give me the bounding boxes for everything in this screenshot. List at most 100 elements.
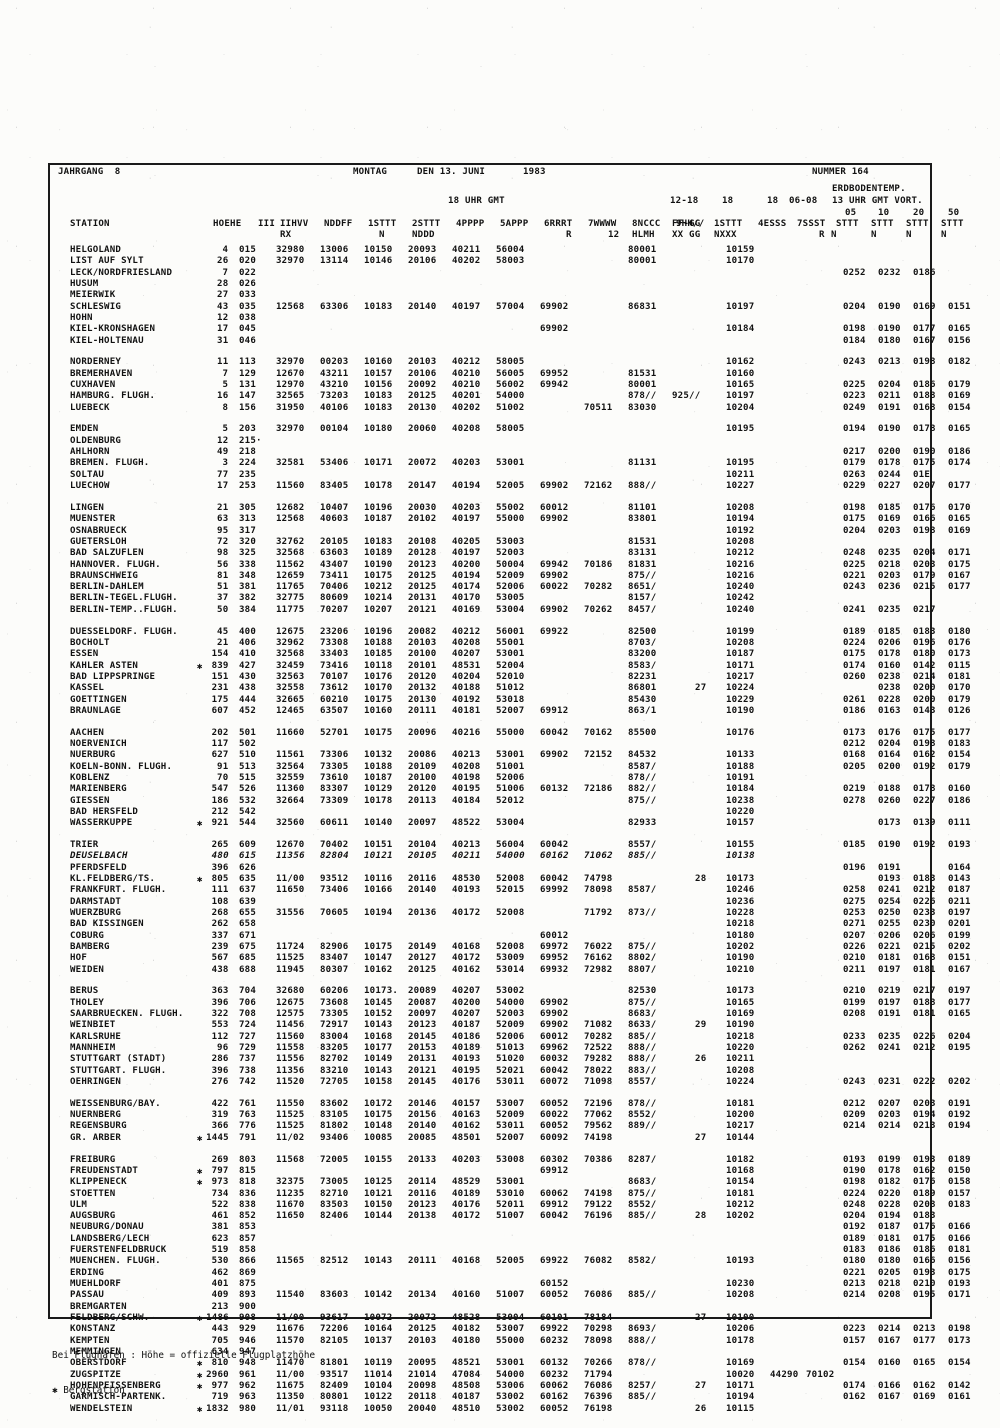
station-name: SOLTAU: [70, 469, 105, 480]
soil-temp-0: 0233: [843, 1031, 866, 1042]
g8nccc-value: 888//: [628, 1042, 657, 1053]
soil-temp-3: 0211: [948, 896, 971, 907]
g6rrrt-value: 60012: [540, 502, 569, 513]
r1sttt-value: 10181: [726, 1188, 755, 1199]
g8nccc-value: 80001: [628, 256, 657, 267]
r1sttt-value: 10193: [726, 1256, 755, 1267]
iihvv-value: 32559: [276, 772, 305, 783]
hoehe-value: 72: [217, 536, 229, 547]
hoehe-value: 70: [217, 772, 229, 783]
g1sttt-value: 10172: [364, 1098, 393, 1109]
soil-temp-0: 0204: [843, 301, 866, 312]
g7wwww-value: 76082: [584, 1256, 613, 1267]
hoehe-value: 839: [211, 660, 229, 671]
g2sttt-value: 20118: [408, 1392, 437, 1403]
iihvv-value: 32558: [276, 683, 305, 694]
station-name: AACHEN: [70, 727, 105, 738]
hoehe-value: 319: [211, 1110, 229, 1121]
g5appp-value: 56001: [496, 626, 525, 637]
hoehe-value: 269: [211, 1154, 229, 1165]
iii-value: 203: [239, 424, 257, 435]
r1sttt-value: 10190: [726, 705, 755, 716]
header-rt-2: 18: [767, 196, 779, 206]
g1sttt-value: 10175: [364, 694, 393, 705]
hoehe-value: 396: [211, 997, 229, 1008]
soil-temp-2: 0226: [913, 1031, 936, 1042]
g4pppp-value: 40160: [452, 1290, 481, 1301]
soil-temp-1: 0181: [878, 1233, 901, 1244]
r1sttt-value: 10184: [726, 784, 755, 795]
g6rrrt-value: 69952: [540, 368, 569, 379]
g5appp-value: 52010: [496, 671, 525, 682]
soil-temp-0: 0205: [843, 761, 866, 772]
g1sttt-value: 10173.: [364, 986, 399, 997]
iihvv-value: 11470: [276, 1358, 305, 1369]
soil-temp-1: 0194: [878, 1211, 901, 1222]
iihvv-value: 32970: [276, 424, 305, 435]
hoehe-value: 322: [211, 1009, 229, 1020]
r1sttt-value: 10160: [726, 368, 755, 379]
col-7wwww: 7WWWW: [588, 219, 617, 229]
g5appp-value: 52009: [496, 1110, 525, 1121]
g5appp-value: 58005: [496, 357, 525, 368]
soil-temp-0: 0261: [843, 694, 866, 705]
ffgg-value: 27: [695, 1380, 707, 1391]
g8nccc-value: 8703/: [628, 637, 657, 648]
g2sttt-value: 20103: [408, 1335, 437, 1346]
g6rrrt-value: 60012: [540, 930, 569, 941]
soil-temp-1: 0191: [878, 1009, 901, 1020]
iihvv-value: 32564: [276, 761, 305, 772]
r1sttt-value: 10208: [726, 502, 755, 513]
soil-temp-0: 0275: [843, 896, 866, 907]
iii-value: 639: [239, 896, 257, 907]
iii-value: 742: [239, 1076, 257, 1087]
col-7ssst: 7SSST: [797, 219, 826, 229]
g1sttt-value: 10189: [364, 548, 393, 559]
station-name: ESSEN: [70, 649, 99, 660]
iii-value: 338: [239, 559, 257, 570]
r1sttt-value: 10138: [726, 851, 755, 862]
soil-temp-2: 0212: [913, 885, 936, 896]
header-jahrgang: JAHRGANG 8: [58, 167, 121, 177]
hoehe-value: 1445: [206, 1132, 229, 1143]
footnotes: Bei Flughäfen : Höhe = offizielle Flugpl…: [52, 1327, 315, 1420]
g8nccc-value: 80001: [628, 245, 657, 255]
soil-temp-1: 0205: [878, 1267, 901, 1278]
soil-temp-3: 0166: [948, 1233, 971, 1244]
station-name: CUXHAVEN: [70, 380, 116, 391]
soil-temp-1: 0193: [878, 874, 901, 884]
hoehe-value: 77: [217, 469, 229, 480]
station-name: BRAUNSCHWEIG: [70, 570, 139, 581]
soil-temp-0: 0225: [843, 559, 866, 570]
g8nccc-value: 8583/: [628, 660, 657, 671]
iihvv-value: 11356: [276, 1065, 305, 1076]
g4pppp-value: 40172: [452, 1211, 481, 1222]
nddff-value: 33403: [320, 649, 349, 660]
soil-temp-3: 0195: [948, 1042, 971, 1053]
soil-temp-2: 0177: [913, 1335, 936, 1346]
station-name: LUEBECK: [70, 402, 110, 413]
soil-temp-0: 0175: [843, 649, 866, 660]
g1sttt-value: 10180: [364, 424, 393, 435]
soil-temp-2: 0213: [913, 1121, 936, 1132]
hoehe-value: 462: [211, 1267, 229, 1278]
nddff-value: 82804: [320, 851, 349, 862]
soil-temp-1: 0187: [878, 1222, 901, 1233]
g4pppp-value: 40186: [452, 1031, 481, 1042]
soil-temp-0: 0224: [843, 637, 866, 648]
iii-value: 400: [239, 626, 257, 637]
soil-temp-0: 0262: [843, 1042, 866, 1053]
g1sttt-value: 10129: [364, 784, 393, 795]
nddff-value: 83602: [320, 1098, 349, 1109]
g5appp-value: 52007: [496, 1132, 525, 1143]
soil-temp-1: 0260: [878, 795, 901, 806]
g2sttt-value: 20098: [408, 1380, 437, 1391]
g8nccc-value: 888//: [628, 481, 657, 492]
col-5appp: 5APPP: [500, 219, 529, 229]
g6rrrt-value: 60032: [540, 1054, 569, 1065]
nddff-value: 93118: [320, 1403, 349, 1414]
hoehe-value: 634: [211, 1346, 229, 1357]
g5appp-value: 51001: [496, 761, 525, 772]
r1sttt-value: 10178: [726, 1335, 755, 1346]
